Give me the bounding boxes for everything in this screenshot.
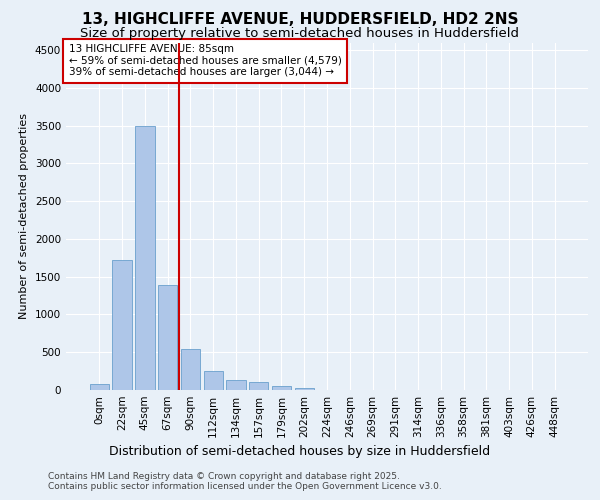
- Text: Distribution of semi-detached houses by size in Huddersfield: Distribution of semi-detached houses by …: [109, 444, 491, 458]
- Bar: [90, 384, 109, 390]
- Bar: [295, 388, 314, 390]
- Text: 13, HIGHCLIFFE AVENUE, HUDDERSFIELD, HD2 2NS: 13, HIGHCLIFFE AVENUE, HUDDERSFIELD, HD2…: [82, 12, 518, 28]
- Text: Contains public sector information licensed under the Open Government Licence v3: Contains public sector information licen…: [48, 482, 442, 491]
- Bar: [272, 386, 291, 390]
- Bar: [135, 126, 155, 390]
- Bar: [203, 372, 223, 390]
- Bar: [112, 260, 132, 390]
- Bar: [158, 285, 178, 390]
- Text: Contains HM Land Registry data © Crown copyright and database right 2025.: Contains HM Land Registry data © Crown c…: [48, 472, 400, 481]
- Text: 13 HIGHCLIFFE AVENUE: 85sqm
← 59% of semi-detached houses are smaller (4,579)
39: 13 HIGHCLIFFE AVENUE: 85sqm ← 59% of sem…: [68, 44, 341, 78]
- Y-axis label: Number of semi-detached properties: Number of semi-detached properties: [19, 114, 29, 320]
- Bar: [226, 380, 245, 390]
- Bar: [181, 349, 200, 390]
- Bar: [249, 382, 268, 390]
- Text: Size of property relative to semi-detached houses in Huddersfield: Size of property relative to semi-detach…: [80, 28, 520, 40]
